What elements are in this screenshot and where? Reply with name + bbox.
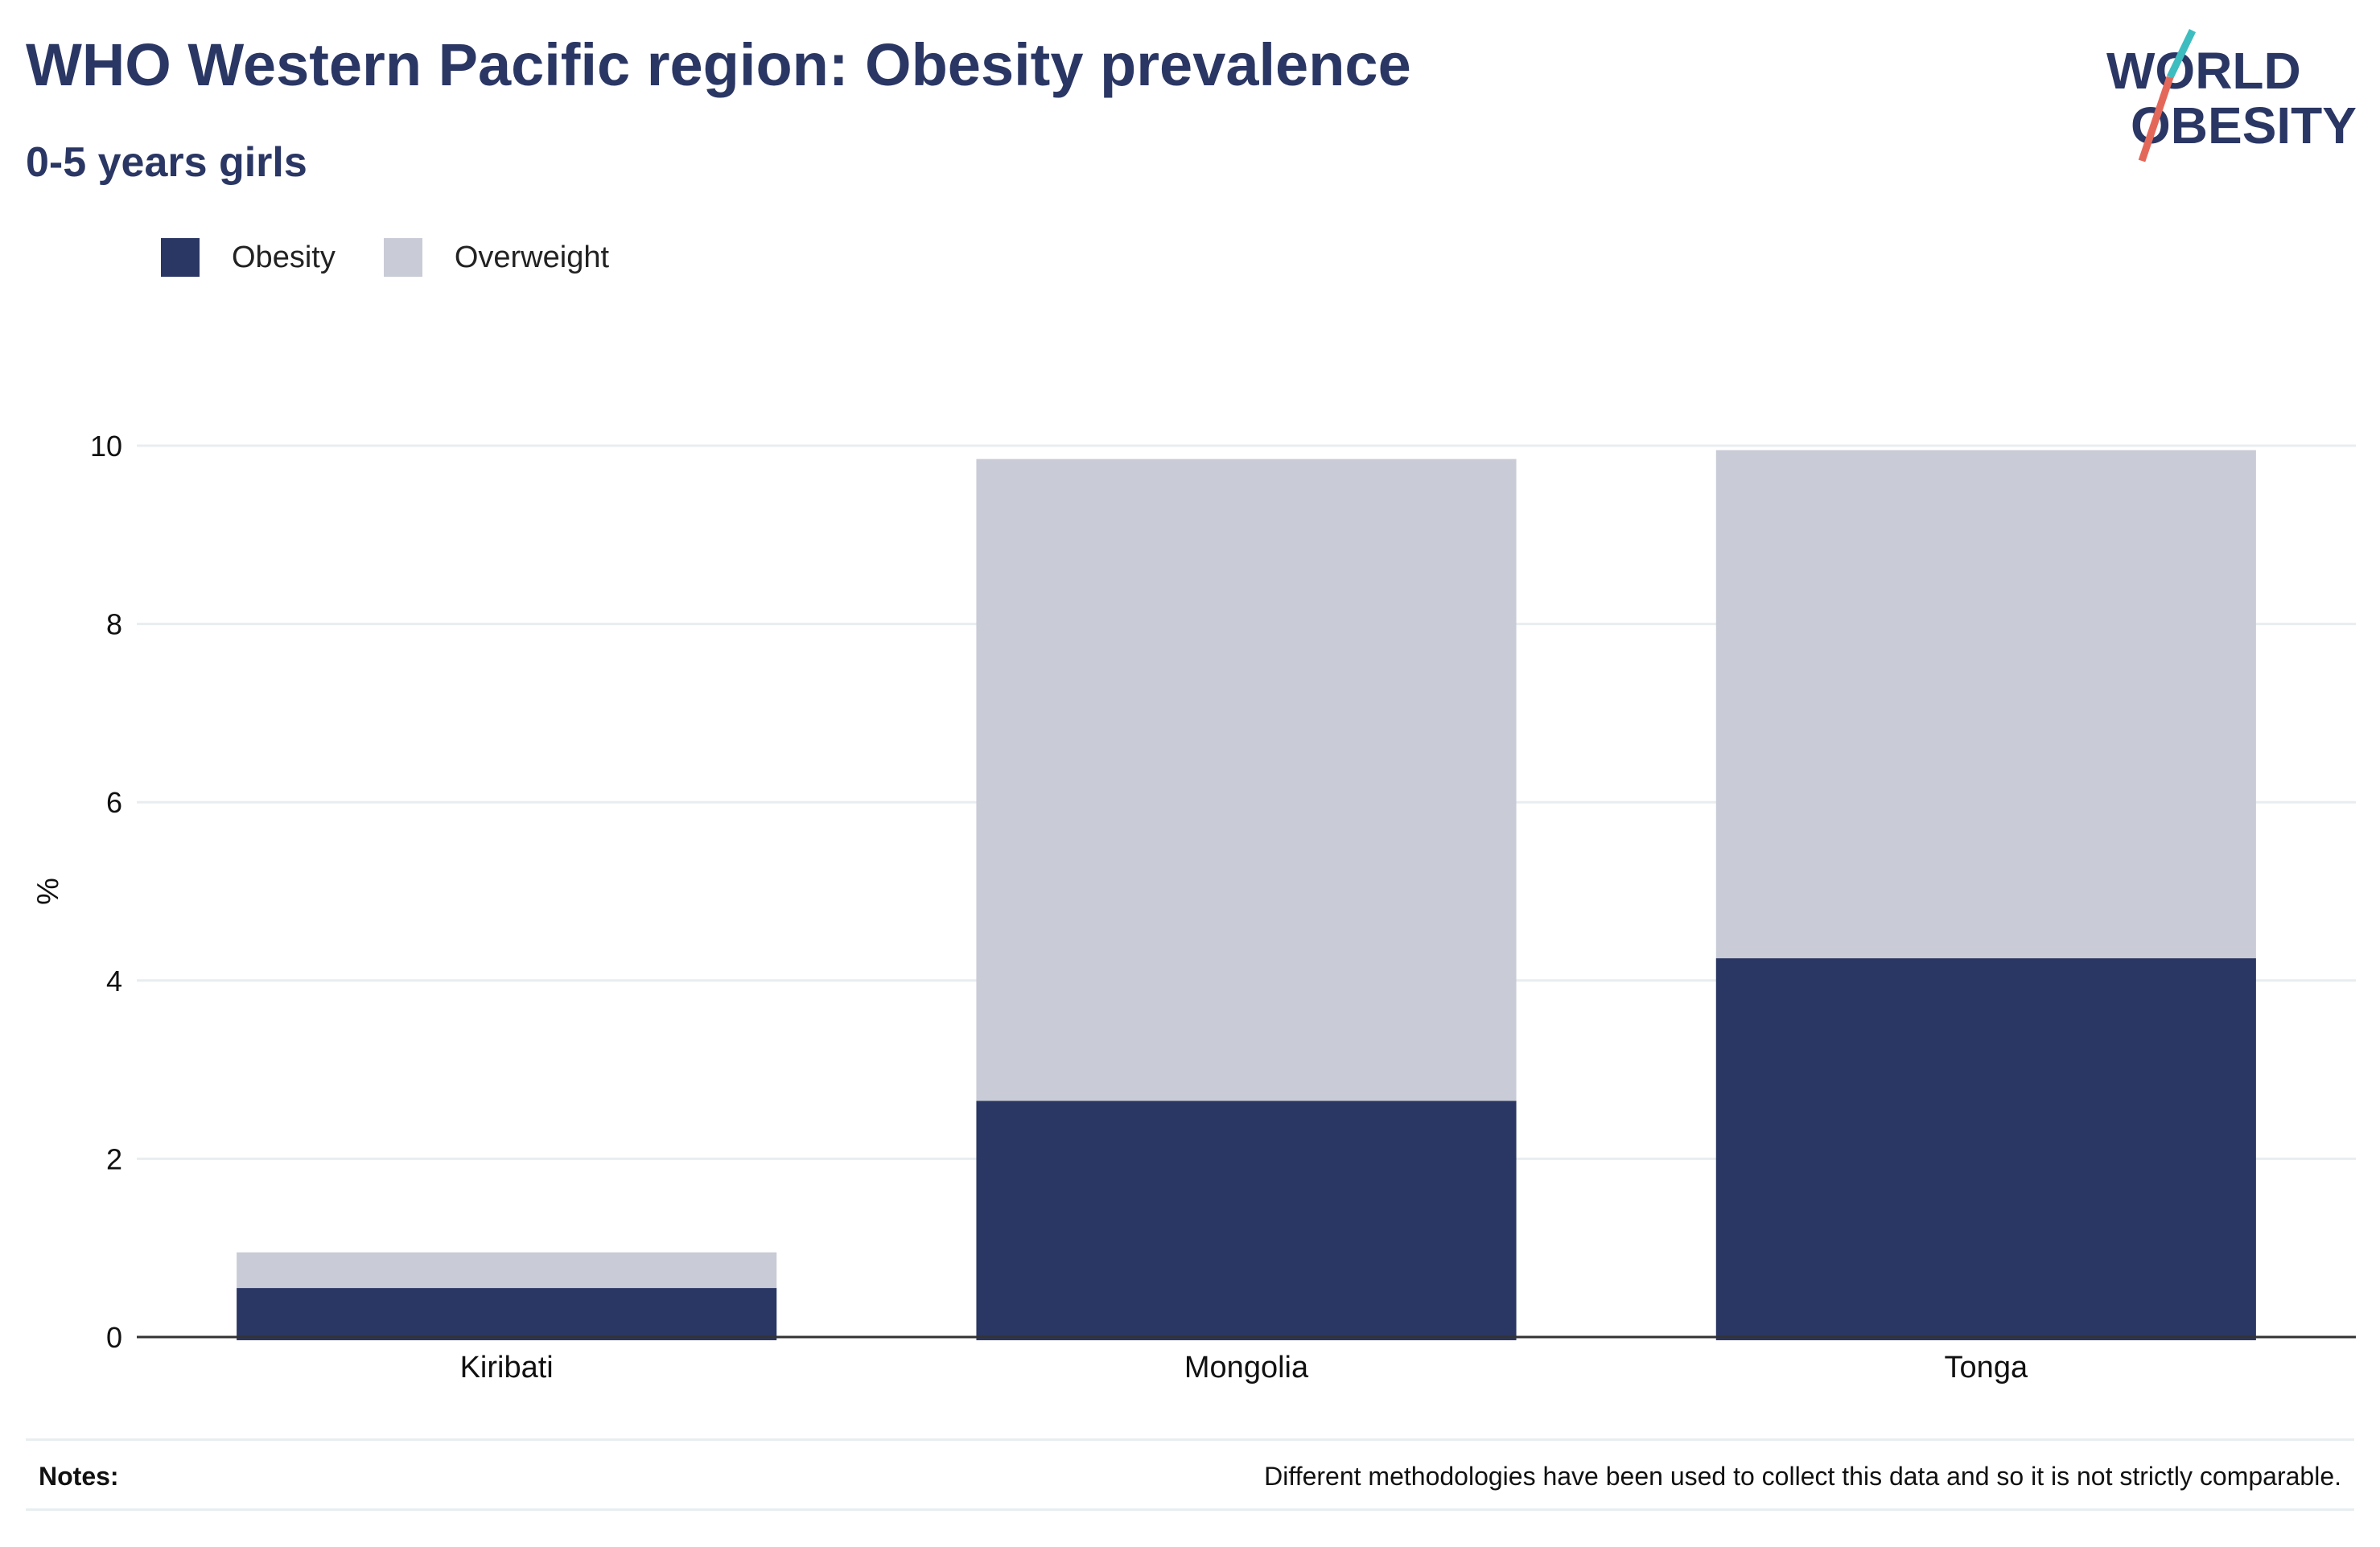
legend-label-obesity: Obesity xyxy=(232,240,336,274)
chart-subtitle: 0-5 years girls xyxy=(26,139,307,186)
y-axis-label: % xyxy=(31,878,65,905)
logo-slash-coral xyxy=(2138,76,2174,163)
bar-overweight-tonga xyxy=(1715,450,2256,959)
notes-bar: Notes: Different methodologies have been… xyxy=(26,1438,2354,1511)
bar-obesity-tonga xyxy=(1715,958,2256,1340)
chart-legend: Obesity Overweight xyxy=(161,238,657,277)
legend-item-overweight[interactable]: Overweight xyxy=(383,238,610,277)
legend-swatch-obesity xyxy=(161,238,200,277)
logo-line1: WORLD xyxy=(2106,42,2301,100)
legend-swatch-overweight xyxy=(383,238,422,277)
chart-title: WHO Western Pacific region: Obesity prev… xyxy=(26,31,1411,98)
y-tick-label: 2 xyxy=(106,1142,122,1175)
notes-label: Notes: xyxy=(39,1462,119,1491)
y-tick-label: 8 xyxy=(106,608,122,641)
x-tick-label: Tonga xyxy=(1945,1351,2028,1384)
y-tick-label: 10 xyxy=(90,430,122,463)
stacked-bar-chart: 0 2 4 6 8 10% Kiribati Mongolia Tonga xyxy=(31,430,2356,1384)
bar-overweight-mongolia xyxy=(976,459,1517,1101)
y-tick-label: 6 xyxy=(106,786,122,819)
y-tick-label: 0 xyxy=(106,1321,122,1354)
bar-obesity-kiribati xyxy=(237,1288,777,1340)
logo-line2: OBESITY xyxy=(2131,97,2357,154)
x-tick-label: Kiribati xyxy=(460,1351,554,1384)
y-tick-label: 4 xyxy=(106,965,122,998)
logo-slash-teal xyxy=(2166,29,2197,79)
notes-text: Different methodologies have been used t… xyxy=(1264,1462,2341,1491)
world-obesity-logo: WORLD OBESITY xyxy=(2106,29,2357,163)
x-tick-label: Mongolia xyxy=(1184,1351,1309,1384)
legend-item-obesity[interactable]: Obesity xyxy=(161,238,336,277)
legend-label-overweight: Overweight xyxy=(454,240,610,274)
bar-obesity-mongolia xyxy=(976,1101,1517,1340)
bar-overweight-kiribati xyxy=(237,1252,777,1289)
